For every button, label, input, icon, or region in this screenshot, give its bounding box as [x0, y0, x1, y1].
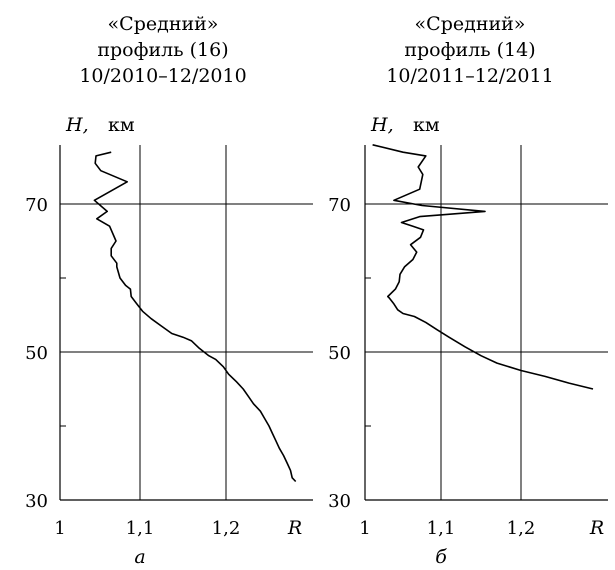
panel-a-x-tick-label-1: 1 [54, 518, 65, 539]
panel-b-y-axis-unit: км [413, 114, 440, 136]
panel-b-x-tick-label-1.2: 1,2 [507, 518, 536, 539]
chart-panel-b: «Средний» профиль (14) 10/2011–12/2011 H… [328, 13, 608, 568]
panel-a-y-tick-label-70: 70 [25, 195, 48, 216]
panel-b-label: б [435, 546, 447, 568]
panel-a-y-axis-label: H, [65, 114, 89, 136]
chart-panel-a: «Средний» профиль (16) 10/2010–12/2010 H… [25, 13, 313, 568]
panel-b-y-axis-label: H, [370, 114, 394, 136]
panel-a-x-axis-label: R [287, 517, 302, 539]
panel-b-y-tick-label-50: 50 [328, 343, 351, 364]
panel-b-series-line [372, 144, 594, 390]
panel-a-label: а [134, 546, 145, 568]
panel-a-y-tick-label-30: 30 [25, 491, 48, 512]
panel-a-title-line-3: 10/2010–12/2010 [79, 65, 246, 87]
panel-a-x-tick-label-1.2: 1,2 [212, 518, 241, 539]
panel-a-y-axis-unit: км [108, 114, 135, 136]
panel-b-title-line-3: 10/2011–12/2011 [386, 65, 553, 87]
panel-b-title-line-2: профиль (14) [404, 39, 535, 61]
panel-b-x-tick-label-1: 1 [359, 518, 370, 539]
panel-a-series-line [93, 151, 297, 483]
panel-a-title-line-2: профиль (16) [97, 39, 228, 61]
panel-a-x-tick-label-1.1: 1,1 [126, 518, 155, 539]
panel-a-y-tick-label-50: 50 [25, 343, 48, 364]
panel-b-y-tick-label-30: 30 [328, 491, 351, 512]
panel-b-y-tick-label-70: 70 [328, 195, 351, 216]
panel-b-title-line-1: «Средний» [415, 13, 526, 35]
panel-b-x-tick-label-1.1: 1,1 [427, 518, 456, 539]
panel-b-x-axis-label: R [589, 517, 604, 539]
panel-a-title-line-1: «Средний» [108, 13, 219, 35]
